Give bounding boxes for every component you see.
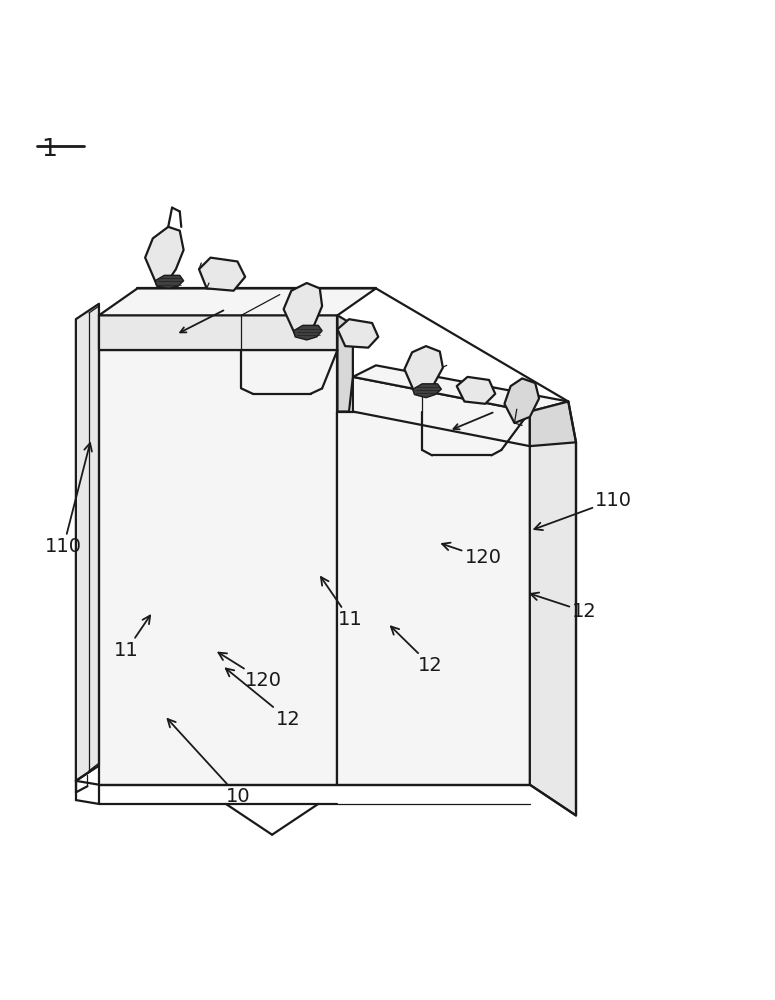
- Polygon shape: [405, 346, 443, 394]
- Text: 12: 12: [226, 668, 301, 729]
- Text: 120: 120: [442, 543, 501, 567]
- Polygon shape: [413, 384, 441, 398]
- Text: 10: 10: [167, 719, 250, 806]
- Polygon shape: [530, 402, 576, 446]
- Polygon shape: [456, 377, 495, 404]
- Polygon shape: [99, 315, 337, 350]
- Text: 110: 110: [534, 490, 632, 530]
- Polygon shape: [353, 377, 530, 446]
- Polygon shape: [76, 304, 99, 781]
- Text: 120: 120: [219, 653, 282, 690]
- Polygon shape: [284, 283, 322, 335]
- Polygon shape: [337, 319, 378, 348]
- Polygon shape: [99, 288, 376, 315]
- Polygon shape: [353, 365, 568, 412]
- Polygon shape: [294, 325, 322, 340]
- Polygon shape: [155, 275, 184, 288]
- Polygon shape: [337, 315, 353, 412]
- Polygon shape: [337, 412, 530, 785]
- Text: 11: 11: [321, 577, 362, 629]
- Polygon shape: [199, 258, 245, 291]
- Polygon shape: [505, 378, 539, 423]
- Text: 12: 12: [531, 593, 597, 621]
- Polygon shape: [530, 412, 576, 815]
- Polygon shape: [145, 227, 184, 285]
- Text: 1: 1: [41, 137, 57, 161]
- Polygon shape: [99, 350, 337, 785]
- Text: 110: 110: [45, 443, 92, 556]
- Text: 12: 12: [391, 626, 443, 675]
- Text: 11: 11: [115, 616, 150, 660]
